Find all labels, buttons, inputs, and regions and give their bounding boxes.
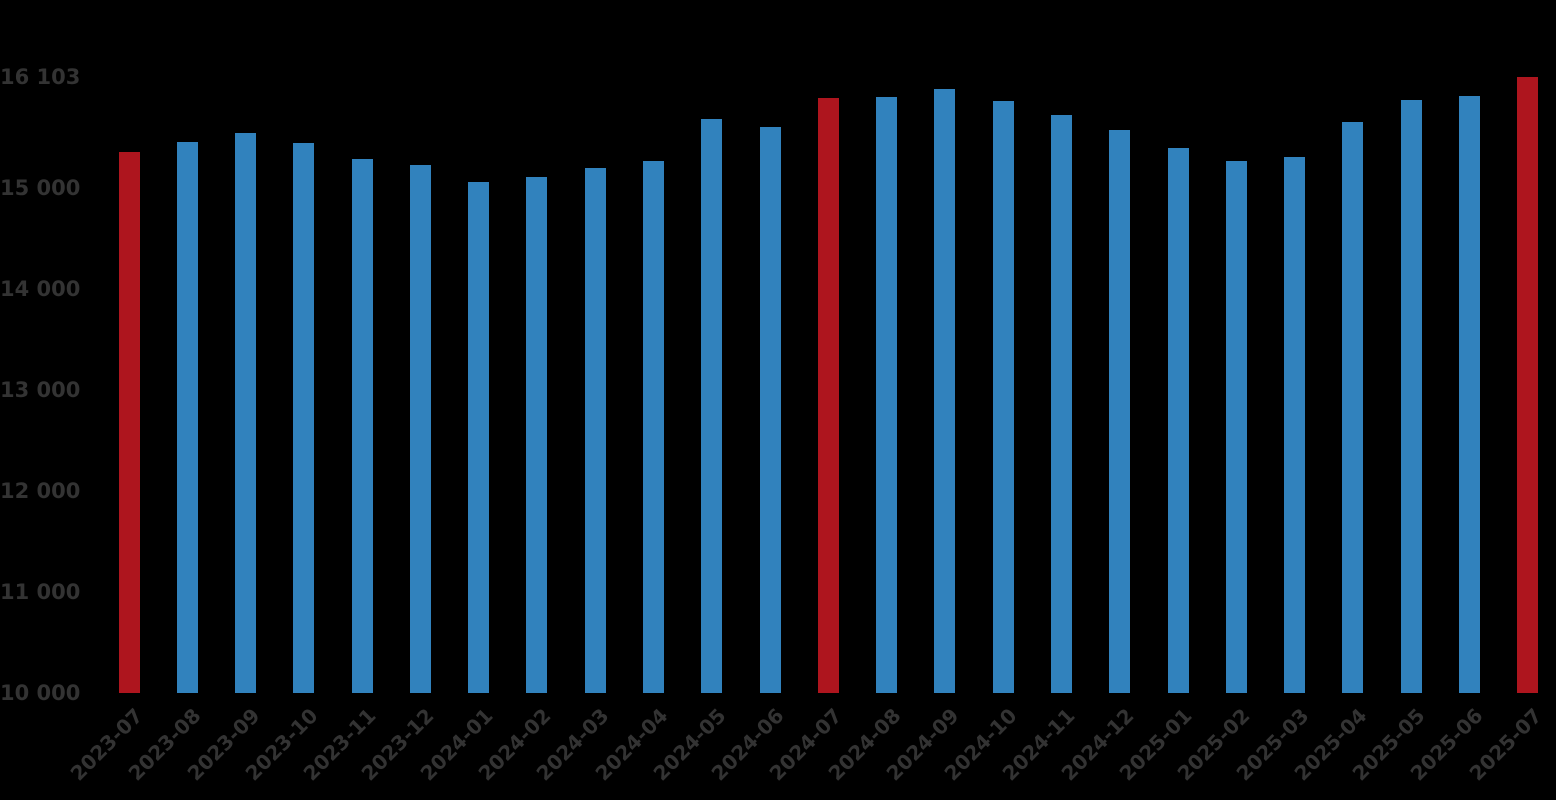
y-tick-label: 15 000	[0, 176, 81, 200]
bar-2025-02	[1225, 160, 1247, 693]
bar-2024-12	[1109, 130, 1131, 693]
bar-2023-09	[235, 133, 257, 693]
bar-2025-03	[1284, 156, 1306, 693]
bar-2025-04	[1342, 122, 1364, 693]
y-tick-label: 16 103	[0, 64, 81, 89]
y-tick-label: 14 000	[0, 277, 81, 301]
bar-highlighted-2023-07	[118, 151, 140, 693]
bar-2024-01	[468, 181, 490, 693]
y-tick-label: 10 000	[0, 681, 81, 705]
bar-2023-12	[409, 164, 431, 693]
bar-2024-08	[876, 97, 898, 693]
bar-2025-01	[1167, 147, 1189, 693]
bar-2023-11	[351, 158, 373, 693]
y-tick-label: 11 000	[0, 580, 81, 604]
bar-2024-11	[1050, 115, 1072, 693]
bar-2025-06	[1458, 96, 1480, 693]
bar-2024-05	[701, 119, 723, 693]
bar-2023-08	[176, 141, 198, 693]
bar-2024-10	[992, 101, 1014, 693]
bar-2025-05	[1400, 100, 1422, 693]
bar-2024-06	[759, 127, 781, 693]
bar-2024-02	[526, 176, 548, 693]
bar-highlighted-2024-07	[817, 98, 839, 693]
bar-2024-04	[643, 160, 665, 693]
y-tick-label: 12 000	[0, 479, 81, 503]
bar-highlighted-2025-07	[1517, 76, 1539, 693]
bar-2024-09	[934, 89, 956, 693]
y-tick-label: 13 000	[0, 378, 81, 402]
bar-2023-10	[293, 142, 315, 693]
bar-2024-03	[584, 167, 606, 693]
